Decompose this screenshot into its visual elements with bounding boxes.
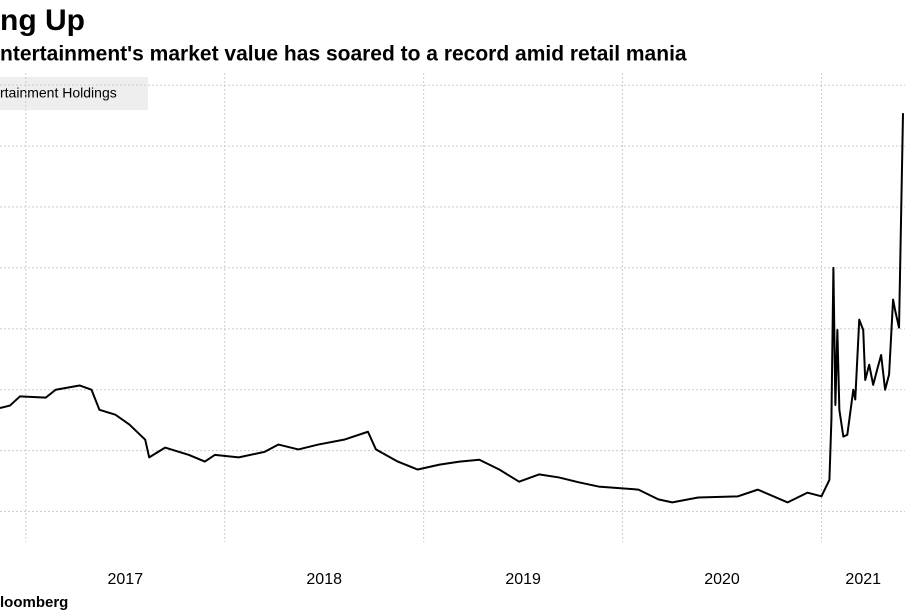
legend-label: rtainment Holdings: [0, 85, 117, 101]
plot-area: 2017 2018 2019 2020 2021: [0, 73, 905, 588]
x-tick-label: 2019: [505, 571, 541, 588]
x-tick-label: 2018: [306, 571, 342, 588]
source: loomberg: [0, 594, 68, 611]
x-tick-label: 2021: [845, 571, 881, 588]
line-series: [0, 113, 905, 504]
chart-subtitle: ntertainment's market value has soared t…: [0, 43, 687, 66]
x-tick-label: 2017: [108, 571, 144, 588]
chart-title: ng Up: [0, 4, 85, 37]
x-tick-label: 2020: [704, 571, 740, 588]
legend-box: [0, 77, 148, 110]
